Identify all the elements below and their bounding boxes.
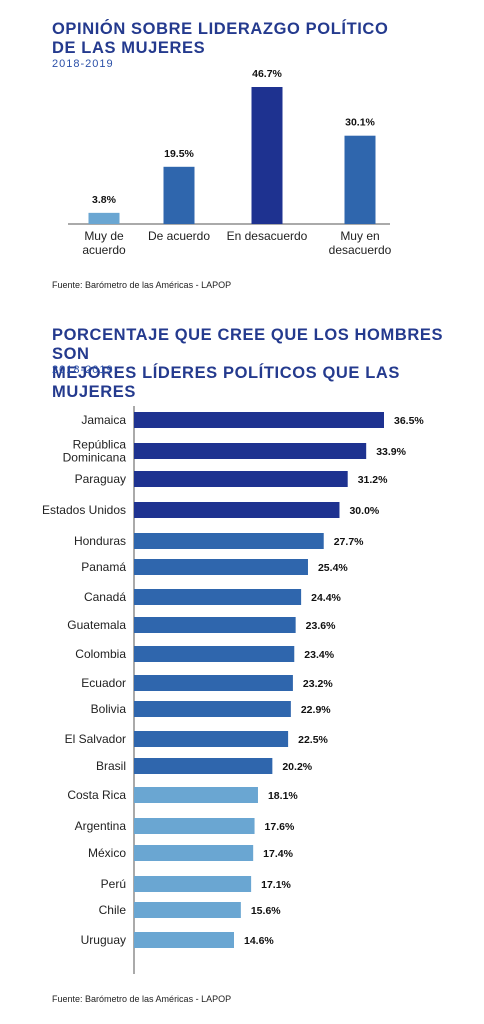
chart2-value-label: 30.0% [349, 505, 379, 517]
chart2-bar [134, 412, 384, 428]
chart2-value-label: 14.6% [244, 935, 274, 947]
chart2-value-label: 31.2% [358, 474, 388, 486]
chart2-title: PORCENTAJE QUE CREE QUE LOS HOMBRES SON … [52, 326, 484, 402]
chart2-category-label: Perú [101, 877, 126, 891]
chart2-bar [134, 559, 308, 575]
chart2-category-label: Ecuador [81, 676, 126, 690]
chart1-category-label: desacuerdo [329, 243, 392, 257]
chart1-title-line1: OPINIÓN SOBRE LIDERAZGO POLÍTICO [52, 20, 389, 38]
chart2-title-line1: PORCENTAJE QUE CREE QUE LOS HOMBRES SON [52, 326, 444, 363]
chart1-bar [88, 212, 120, 224]
chart2-value-label: 15.6% [251, 905, 281, 917]
chart2-title-line2: MEJORES LÍDERES POLÍTICOS QUE LAS MUJERE… [52, 364, 401, 401]
chart1-subtitle: 2018-2019 [52, 58, 114, 70]
chart2-bar [134, 701, 291, 717]
chart2-category-label: Bolivia [91, 702, 127, 716]
chart2-bar [134, 758, 273, 774]
chart2-category-label: México [88, 846, 126, 860]
chart1-category-label: En desacuerdo [227, 229, 308, 243]
chart2-bar [134, 675, 293, 691]
chart1-title-line2: DE LAS MUJERES [52, 39, 206, 57]
chart2-value-label: 17.1% [261, 879, 291, 891]
chart2-category-label: Honduras [74, 534, 126, 548]
chart2-value-label: 20.2% [282, 761, 312, 773]
chart2-category-label: Canadá [84, 590, 126, 604]
chart2-bar [134, 845, 254, 861]
chart2-category-label: Argentina [75, 819, 127, 833]
chart2-bar [134, 443, 367, 459]
chart2-bar [134, 471, 348, 487]
chart1-category-label: acuerdo [82, 243, 126, 257]
chart2-source: Fuente: Barómetro de las Américas - LAPO… [52, 994, 232, 1004]
chart2-category-label: Panamá [81, 560, 126, 574]
chart2-bar [134, 787, 258, 803]
chart2-category-label: Brasil [96, 759, 126, 773]
chart2-value-label: 36.5% [394, 415, 424, 427]
chart2-bar [134, 617, 296, 633]
chart2-value-label: 23.6% [306, 620, 336, 632]
chart2-bar [134, 818, 255, 834]
chart2-value-label: 24.4% [311, 592, 341, 604]
chart2-bar [134, 876, 252, 892]
chart2-value-label: 33.9% [376, 446, 406, 458]
chart1-value-label: 30.1% [345, 117, 375, 129]
chart2-value-label: 23.4% [304, 649, 334, 661]
chart2-bar [134, 533, 324, 549]
chart1-source: Fuente: Barómetro de las Américas - LAPO… [52, 280, 232, 290]
chart1-value-label: 19.5% [164, 148, 194, 160]
chart1-bar [344, 135, 376, 224]
chart2-category-label: Colombia [75, 647, 126, 661]
chart2-value-label: 22.5% [298, 734, 328, 746]
chart2-category-label: Paraguay [75, 472, 126, 486]
chart2-bar [134, 646, 295, 662]
chart2-category-label: Jamaica [81, 413, 126, 427]
chart1-category-label: Muy en [340, 229, 379, 243]
chart2-category-label: El Salvador [65, 732, 126, 746]
chart2-value-label: 25.4% [318, 562, 348, 574]
chart1-bar [163, 166, 195, 224]
chart2-value-label: 23.2% [303, 678, 333, 690]
chart2-category-label: Dominicana [63, 451, 127, 465]
chart2-value-label: 17.6% [265, 821, 295, 833]
chart2-bar [134, 932, 234, 948]
chart2-bar [134, 589, 302, 605]
chart2-bar [134, 902, 241, 918]
chart2-value-label: 22.9% [301, 704, 331, 716]
chart2-category-label: Chile [99, 903, 127, 917]
chart2-bar [134, 502, 340, 518]
chart2-value-label: 27.7% [334, 536, 364, 548]
chart1-value-label: 46.7% [252, 68, 282, 80]
chart2-category-label: Costa Rica [67, 788, 126, 802]
chart1-title: OPINIÓN SOBRE LIDERAZGO POLÍTICO DE LAS … [52, 20, 388, 58]
chart2-bar [134, 731, 289, 747]
chart2-category-label: Uruguay [81, 933, 126, 947]
chart1-value-label: 3.8% [92, 194, 117, 206]
chart2-subtitle: 2018-2019 [52, 364, 114, 376]
chart2-value-label: 17.4% [263, 848, 293, 860]
chart1-bar [251, 87, 283, 224]
chart1-category-label: Muy de [84, 229, 124, 243]
chart2-category-label: República [73, 438, 127, 452]
chart1-category-label: De acuerdo [148, 229, 210, 243]
chart2-category-label: Guatemala [67, 618, 126, 632]
chart2-category-label: Estados Unidos [42, 503, 126, 517]
chart2-value-label: 18.1% [268, 790, 298, 802]
